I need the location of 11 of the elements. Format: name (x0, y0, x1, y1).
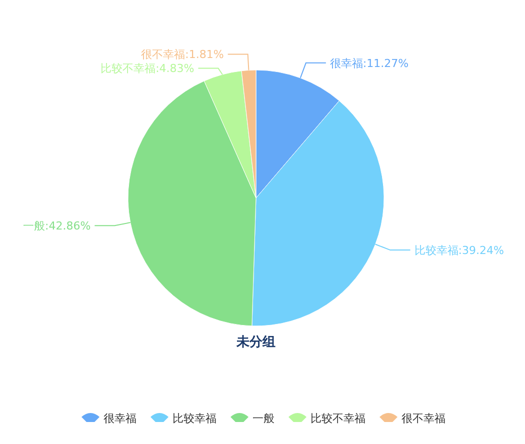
legend-label: 比较不幸福 (310, 412, 366, 425)
data-label: 很幸福:11.27% (330, 56, 409, 70)
legend-label: 一般 (252, 412, 274, 425)
data-label: 比较幸福:39.24% (414, 244, 504, 257)
legend-label: 比较幸福 (172, 412, 216, 425)
data-label: 很不幸福:1.81% (141, 48, 224, 62)
data-label: 比较不幸福:4.83% (100, 62, 194, 76)
legend-label: 很幸福 (104, 412, 136, 425)
text: 未分组 (236, 335, 276, 350)
data-label: 一般:42.86% (23, 219, 91, 232)
legend-label: 很不幸福 (402, 412, 446, 425)
